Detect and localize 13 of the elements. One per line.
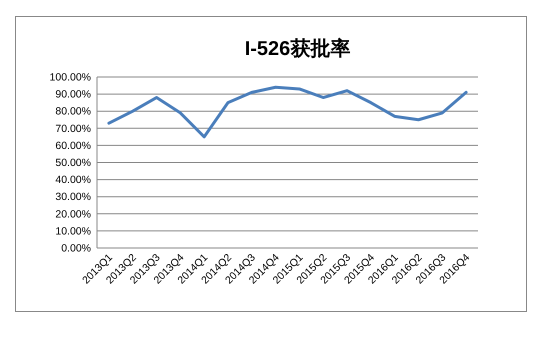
line-series xyxy=(107,86,468,138)
y-tick-label: 30.00% xyxy=(55,191,91,204)
y-tick-label: 70.00% xyxy=(55,122,91,135)
y-tick-label: 90.00% xyxy=(55,88,91,101)
y-tick-label: 60.00% xyxy=(55,140,91,152)
y-tick-label: 80.00% xyxy=(55,106,91,118)
y-tick-label: 100.00% xyxy=(50,72,91,84)
y-tick-label: 50.00% xyxy=(55,157,91,169)
y-tick-label: 20.00% xyxy=(55,208,91,220)
y-tick-label: 10.00% xyxy=(55,225,91,238)
y-tick-label: 0.00% xyxy=(61,242,91,254)
chart-title: I-526获批率 xyxy=(244,37,350,60)
y-tick-label: 40.00% xyxy=(55,174,91,186)
